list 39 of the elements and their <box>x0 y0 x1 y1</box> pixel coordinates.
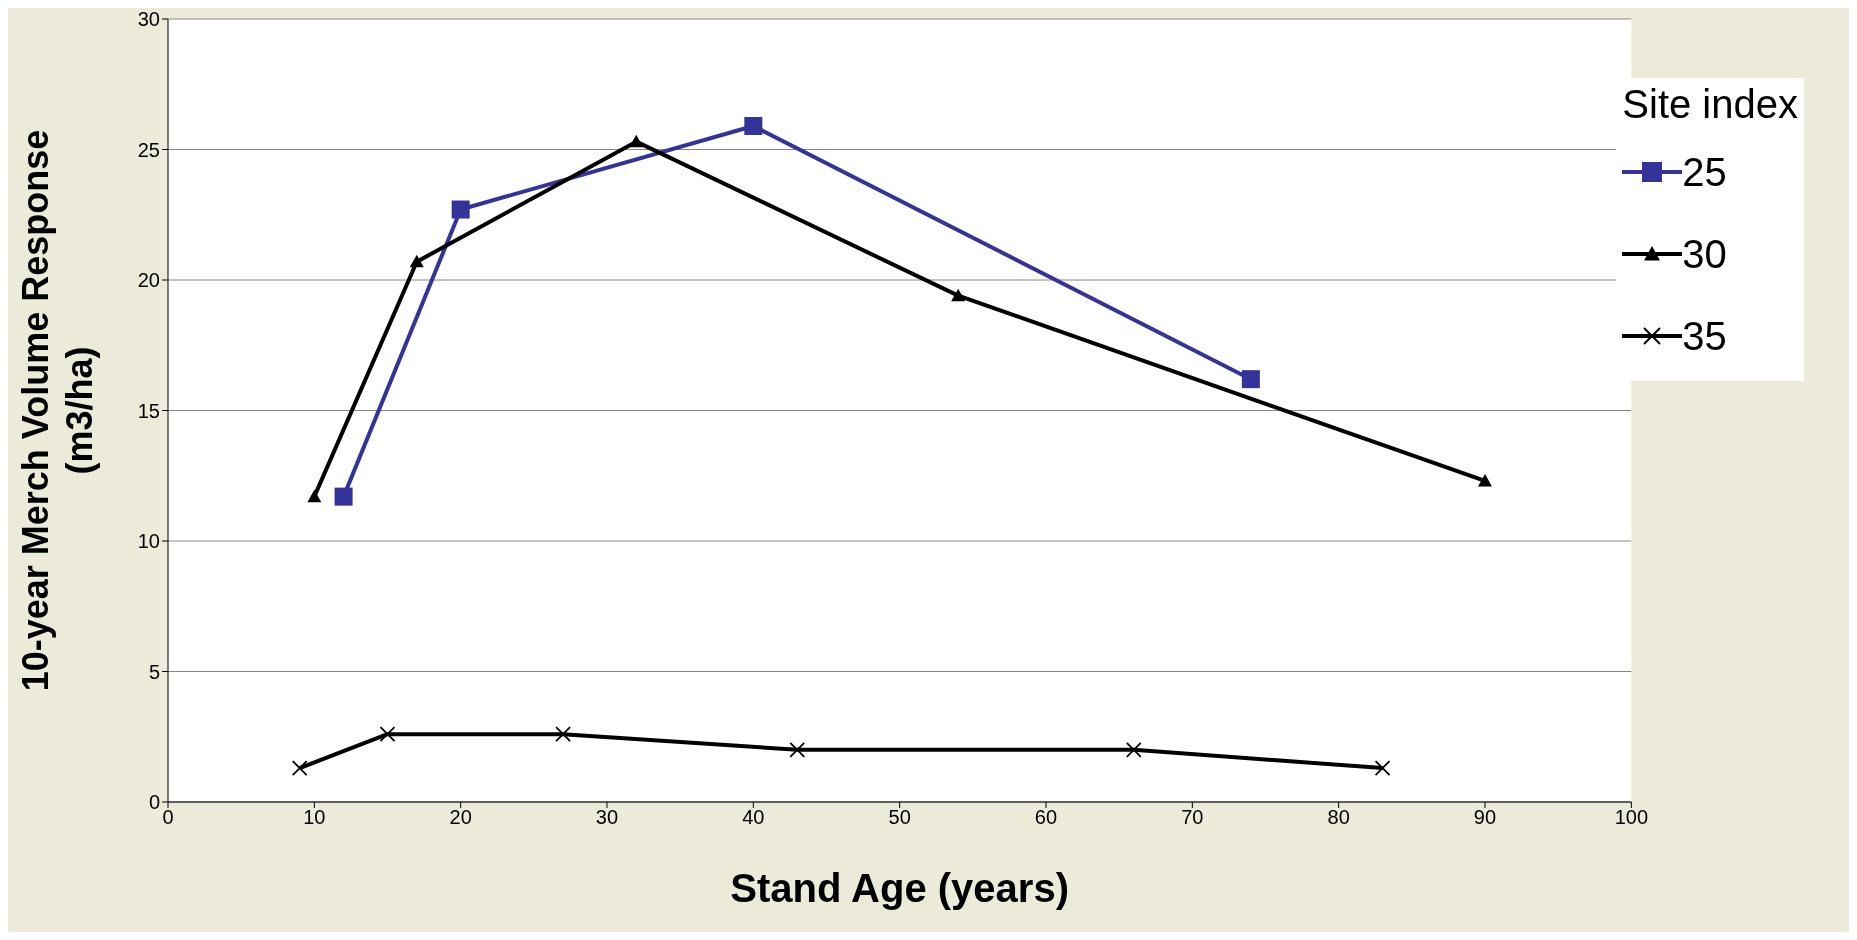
point <box>1241 370 1260 389</box>
legend-title: Site index <box>1622 82 1798 127</box>
x-tick-label: 60 <box>1034 806 1058 829</box>
point <box>379 726 396 743</box>
point <box>1125 741 1142 758</box>
point <box>789 741 806 758</box>
x-tick-label: 80 <box>1327 806 1350 829</box>
x-axis-title: Stand Age (years) <box>730 866 1069 910</box>
x-tick-label: 30 <box>595 806 619 829</box>
x-tick-label: 100 <box>1614 806 1649 829</box>
point <box>307 489 322 503</box>
y-tick-label: 10 <box>137 530 160 553</box>
x-tick-label: 10 <box>303 806 326 829</box>
point <box>951 288 966 302</box>
y-tick-label: 5 <box>148 660 160 683</box>
point <box>334 487 353 506</box>
x-tick-label: 70 <box>1181 806 1204 829</box>
x-tick-label: 20 <box>449 806 472 829</box>
y-tick-label: 0 <box>148 791 160 814</box>
legend-label: 35 <box>1682 313 1727 359</box>
legend-label: 25 <box>1682 149 1727 195</box>
y-tick-label: 30 <box>137 8 160 31</box>
point <box>744 117 763 136</box>
x-tick-label: 50 <box>888 806 911 829</box>
point <box>1478 473 1492 487</box>
y-tick-label: 25 <box>137 138 160 161</box>
point <box>451 200 470 219</box>
x-tick-label: 0 <box>162 806 174 829</box>
y-tick-label: 20 <box>137 269 160 292</box>
x-tick-label: 90 <box>1473 806 1497 829</box>
point <box>409 254 424 268</box>
point <box>555 726 571 743</box>
legend-label: 30 <box>1682 231 1727 277</box>
point <box>291 760 308 776</box>
y-tick-label: 15 <box>137 399 160 422</box>
point <box>629 134 644 148</box>
point <box>1374 760 1391 776</box>
y-axis-title: 10-year Merch Volume Response (m3/ha) <box>15 129 100 692</box>
x-tick-label: 40 <box>742 806 765 829</box>
